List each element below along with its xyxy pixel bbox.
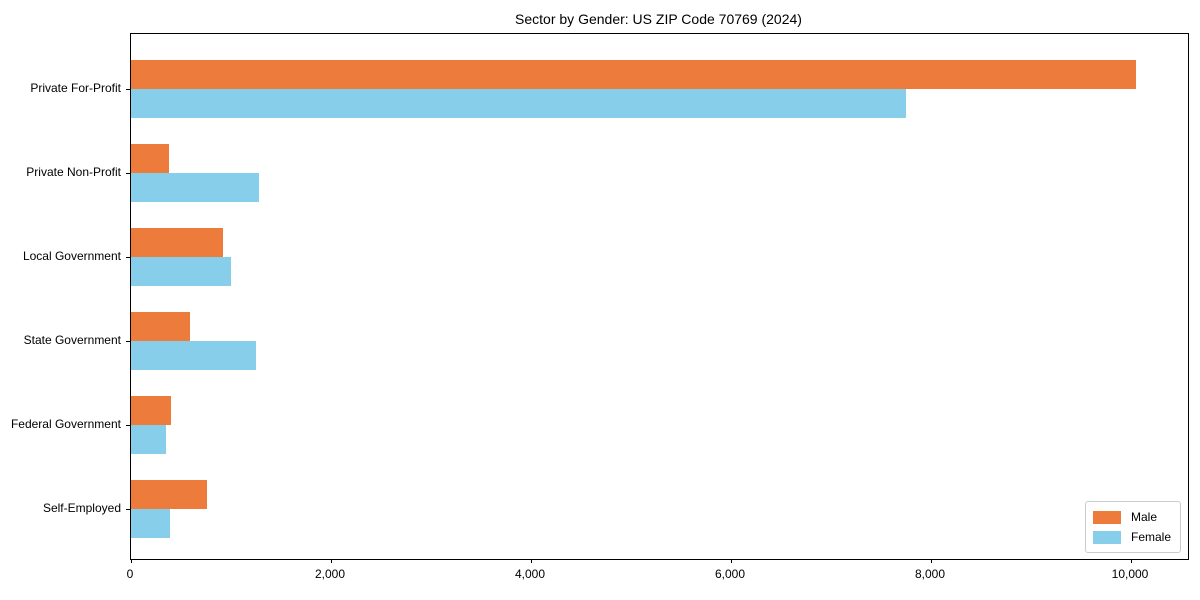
x-axis-tick-label: 6,000 bbox=[714, 567, 746, 581]
legend-label-male: Male bbox=[1130, 510, 1157, 524]
y-axis-label: Self-Employed bbox=[42, 501, 121, 515]
legend-swatch-male bbox=[1092, 510, 1121, 524]
x-tick-mark bbox=[1131, 559, 1132, 563]
x-tick-mark bbox=[331, 559, 332, 563]
legend-entry-male: Male bbox=[1092, 507, 1171, 527]
x-tick-mark bbox=[931, 559, 932, 563]
y-tick-mark bbox=[126, 425, 130, 426]
x-axis-tick-label: 4,000 bbox=[514, 567, 546, 581]
bar-female-private-for-profit bbox=[131, 89, 906, 118]
bar-female-local-government bbox=[131, 257, 231, 286]
x-tick-mark bbox=[531, 559, 532, 563]
y-axis-label: State Government bbox=[23, 333, 121, 347]
y-tick-mark bbox=[126, 257, 130, 258]
bar-male-private-non-profit bbox=[131, 144, 169, 173]
x-tick-mark bbox=[131, 559, 132, 563]
y-axis-label: Local Government bbox=[22, 249, 121, 263]
bar-male-private-for-profit bbox=[131, 60, 1136, 89]
legend-label-female: Female bbox=[1130, 530, 1171, 544]
bar-female-federal-government bbox=[131, 425, 166, 454]
x-axis-tick-label: 2,000 bbox=[314, 567, 346, 581]
bar-female-private-non-profit bbox=[131, 173, 259, 202]
x-axis-tick-label: 0 bbox=[126, 567, 134, 581]
bar-male-local-government bbox=[131, 228, 223, 257]
legend-entry-female: Female bbox=[1092, 527, 1171, 547]
y-tick-mark bbox=[126, 173, 130, 174]
bar-male-self-employed bbox=[131, 480, 207, 509]
legend-swatch-female bbox=[1092, 530, 1121, 544]
y-tick-mark bbox=[126, 509, 130, 510]
y-tick-mark bbox=[126, 89, 130, 90]
plot-area: Male Female bbox=[126, 33, 1189, 563]
y-axis-label: Private Non-Profit bbox=[26, 165, 121, 179]
y-axis-label: Private For-Profit bbox=[30, 81, 121, 95]
chart-title: Sector by Gender: US ZIP Code 70769 (202… bbox=[515, 11, 802, 27]
y-axis-label: Federal Government bbox=[10, 417, 121, 431]
legend: Male Female bbox=[1084, 501, 1181, 553]
x-tick-mark bbox=[731, 559, 732, 563]
bar-male-state-government bbox=[131, 312, 190, 341]
bar-male-federal-government bbox=[131, 396, 171, 425]
y-tick-mark bbox=[126, 341, 130, 342]
bar-female-state-government bbox=[131, 341, 256, 370]
x-axis-tick-label: 8,000 bbox=[914, 567, 946, 581]
x-axis-tick-label: 10,000 bbox=[1111, 567, 1149, 581]
bar-female-self-employed bbox=[131, 509, 170, 538]
